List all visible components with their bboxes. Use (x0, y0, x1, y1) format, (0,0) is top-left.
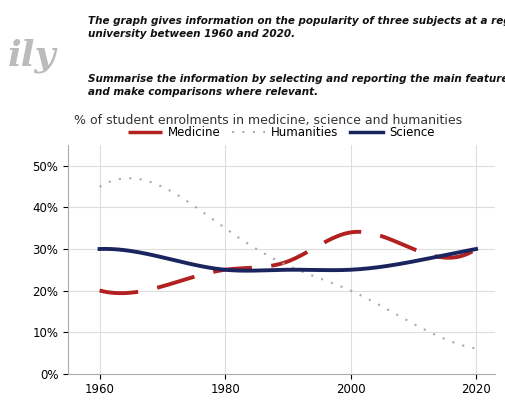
Legend: Medicine, Humanities, Science: Medicine, Humanities, Science (124, 122, 439, 144)
Text: The graph gives information on the popularity of three subjects at a regional
un: The graph gives information on the popul… (88, 16, 505, 39)
Text: Summarise the information by selecting and reporting the main features,
and make: Summarise the information by selecting a… (88, 74, 505, 97)
Text: ily: ily (8, 39, 56, 73)
Text: % of student enrolments in medicine, science and humanities: % of student enrolments in medicine, sci… (74, 114, 462, 127)
